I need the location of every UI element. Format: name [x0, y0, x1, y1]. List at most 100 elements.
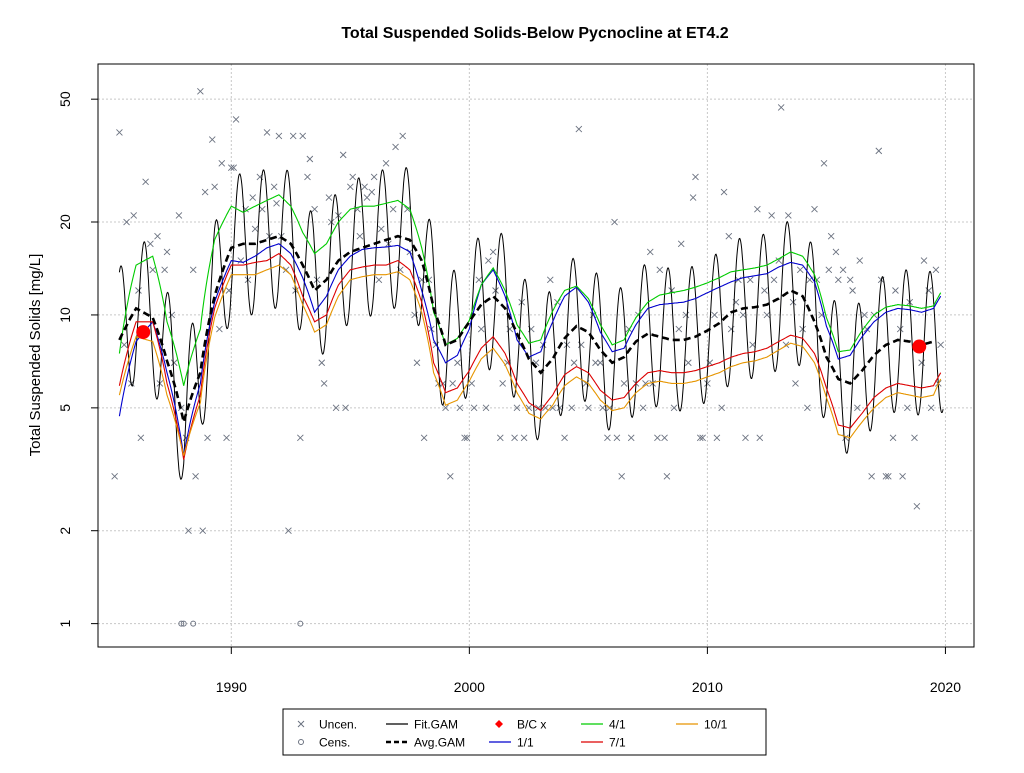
- y-tick-label: 1: [57, 620, 73, 628]
- x-tick-label: 1990: [216, 679, 247, 695]
- uncensored-point: [130, 212, 138, 219]
- uncensored-point: [189, 266, 197, 274]
- uncensored-point: [368, 188, 376, 196]
- legend-label: Cens.: [319, 736, 350, 750]
- uncensored-point: [639, 404, 647, 412]
- uncensored-point: [404, 205, 411, 213]
- uncensored-point: [370, 173, 378, 181]
- y-tick-label: 2: [57, 527, 73, 535]
- legend-label: Fit.GAM: [414, 718, 458, 732]
- y-tick-label: 5: [57, 404, 73, 412]
- uncensored-point: [116, 129, 123, 136]
- uncensored-point: [161, 266, 168, 274]
- uncensored-point: [627, 434, 635, 442]
- uncensored-point: [927, 404, 935, 412]
- uncensored-point: [834, 276, 842, 284]
- axes: 1990 2000 2010 2020 1 2 5 10 20 50: [57, 63, 975, 695]
- avg-gam-line: [118, 234, 934, 423]
- y-tick-label: 10: [57, 307, 73, 323]
- uncensored-point: [137, 434, 145, 442]
- uncensored-point: [804, 404, 811, 412]
- uncensored-point: [232, 116, 240, 123]
- uncensored-point: [275, 132, 283, 140]
- chart-title: Total Suspended Solids-Below Pycnocline …: [341, 25, 728, 42]
- uncensored-point: [868, 473, 875, 480]
- uncensored-point: [613, 434, 621, 442]
- legend-label: B/C x: [517, 718, 546, 732]
- uncensored-point: [620, 380, 628, 387]
- uncensored-point: [363, 194, 371, 201]
- uncensored-point: [449, 380, 457, 387]
- x-tick-label: 2000: [454, 679, 485, 695]
- uncensored-point: [654, 434, 661, 442]
- censored-point: [180, 620, 187, 627]
- uncensored-point: [349, 173, 357, 181]
- uncensored-point: [696, 434, 704, 442]
- uncensored-point: [656, 266, 664, 274]
- uncensored-point: [470, 404, 478, 412]
- uncensored-point: [356, 232, 364, 240]
- uncensored-point: [520, 434, 528, 442]
- uncensored-point: [306, 155, 314, 163]
- uncensored-point: [677, 240, 685, 248]
- uncensored-point: [932, 266, 940, 274]
- censored-point: [297, 620, 304, 627]
- uncensored-point: [413, 359, 421, 367]
- uncensored-point: [485, 257, 492, 264]
- uncensored-point: [327, 218, 335, 226]
- uncensored-point: [749, 341, 756, 349]
- uncensored-point: [311, 205, 318, 213]
- uncensored-point: [461, 434, 468, 442]
- uncensored-point: [347, 183, 354, 191]
- uncensored-point: [489, 248, 497, 256]
- uncensored-point: [197, 88, 204, 95]
- uncensored-point: [446, 473, 454, 480]
- uncensored-point: [937, 341, 944, 349]
- uncensored-point: [463, 434, 471, 442]
- uncensored-point: [713, 434, 721, 442]
- uncensored-point: [775, 257, 783, 264]
- uncensored-point: [663, 473, 671, 480]
- uncensored-point: [825, 266, 833, 274]
- uncensored-point: [789, 298, 797, 306]
- uncensored-point: [199, 527, 207, 535]
- uncensored-point: [513, 404, 521, 412]
- uncensored-point: [596, 359, 604, 367]
- legend-label: 7/1: [609, 736, 626, 750]
- uncensored-point: [849, 287, 856, 294]
- uncensored-point: [313, 276, 321, 284]
- uncensored-point: [392, 143, 399, 151]
- uncensored-point: [377, 225, 385, 233]
- uncensored-point: [913, 502, 921, 510]
- uncensored-point: [661, 434, 668, 442]
- uncensored-point: [456, 404, 464, 412]
- uncensored-point: [299, 132, 307, 140]
- uncensored-point: [725, 232, 733, 240]
- uncensored-point: [273, 199, 280, 207]
- series-line-7-1: [118, 252, 942, 460]
- uncensored-point: [685, 359, 692, 367]
- uncensored-point: [770, 276, 778, 284]
- uncensored-point: [339, 151, 347, 159]
- uncensored-point: [920, 257, 928, 264]
- uncensored-point: [785, 212, 792, 219]
- uncensored-point: [875, 147, 883, 155]
- uncensored-point: [230, 164, 238, 171]
- legend-symbol: [297, 720, 305, 728]
- uncensored-point: [111, 473, 118, 480]
- uncensored-point: [454, 359, 461, 367]
- uncensored-point: [285, 527, 292, 535]
- uncensored-point: [832, 248, 840, 256]
- uncensored-point: [592, 359, 599, 367]
- uncensored-point: [827, 232, 835, 240]
- uncensored-point: [192, 473, 199, 480]
- uncensored-point: [211, 183, 218, 191]
- uncensored-point: [884, 473, 892, 480]
- y-axis-label: Total Suspended Solids [mg/L]: [27, 254, 44, 457]
- uncensored-point: [170, 359, 178, 367]
- legend: Uncen. Cens. Fit.GAM Avg.GAM B/C x 1/1 4/1 7/1 1…: [282, 708, 767, 756]
- uncensored-point: [846, 276, 854, 284]
- uncensored-point: [718, 404, 725, 412]
- fit-gam-line: [118, 167, 944, 480]
